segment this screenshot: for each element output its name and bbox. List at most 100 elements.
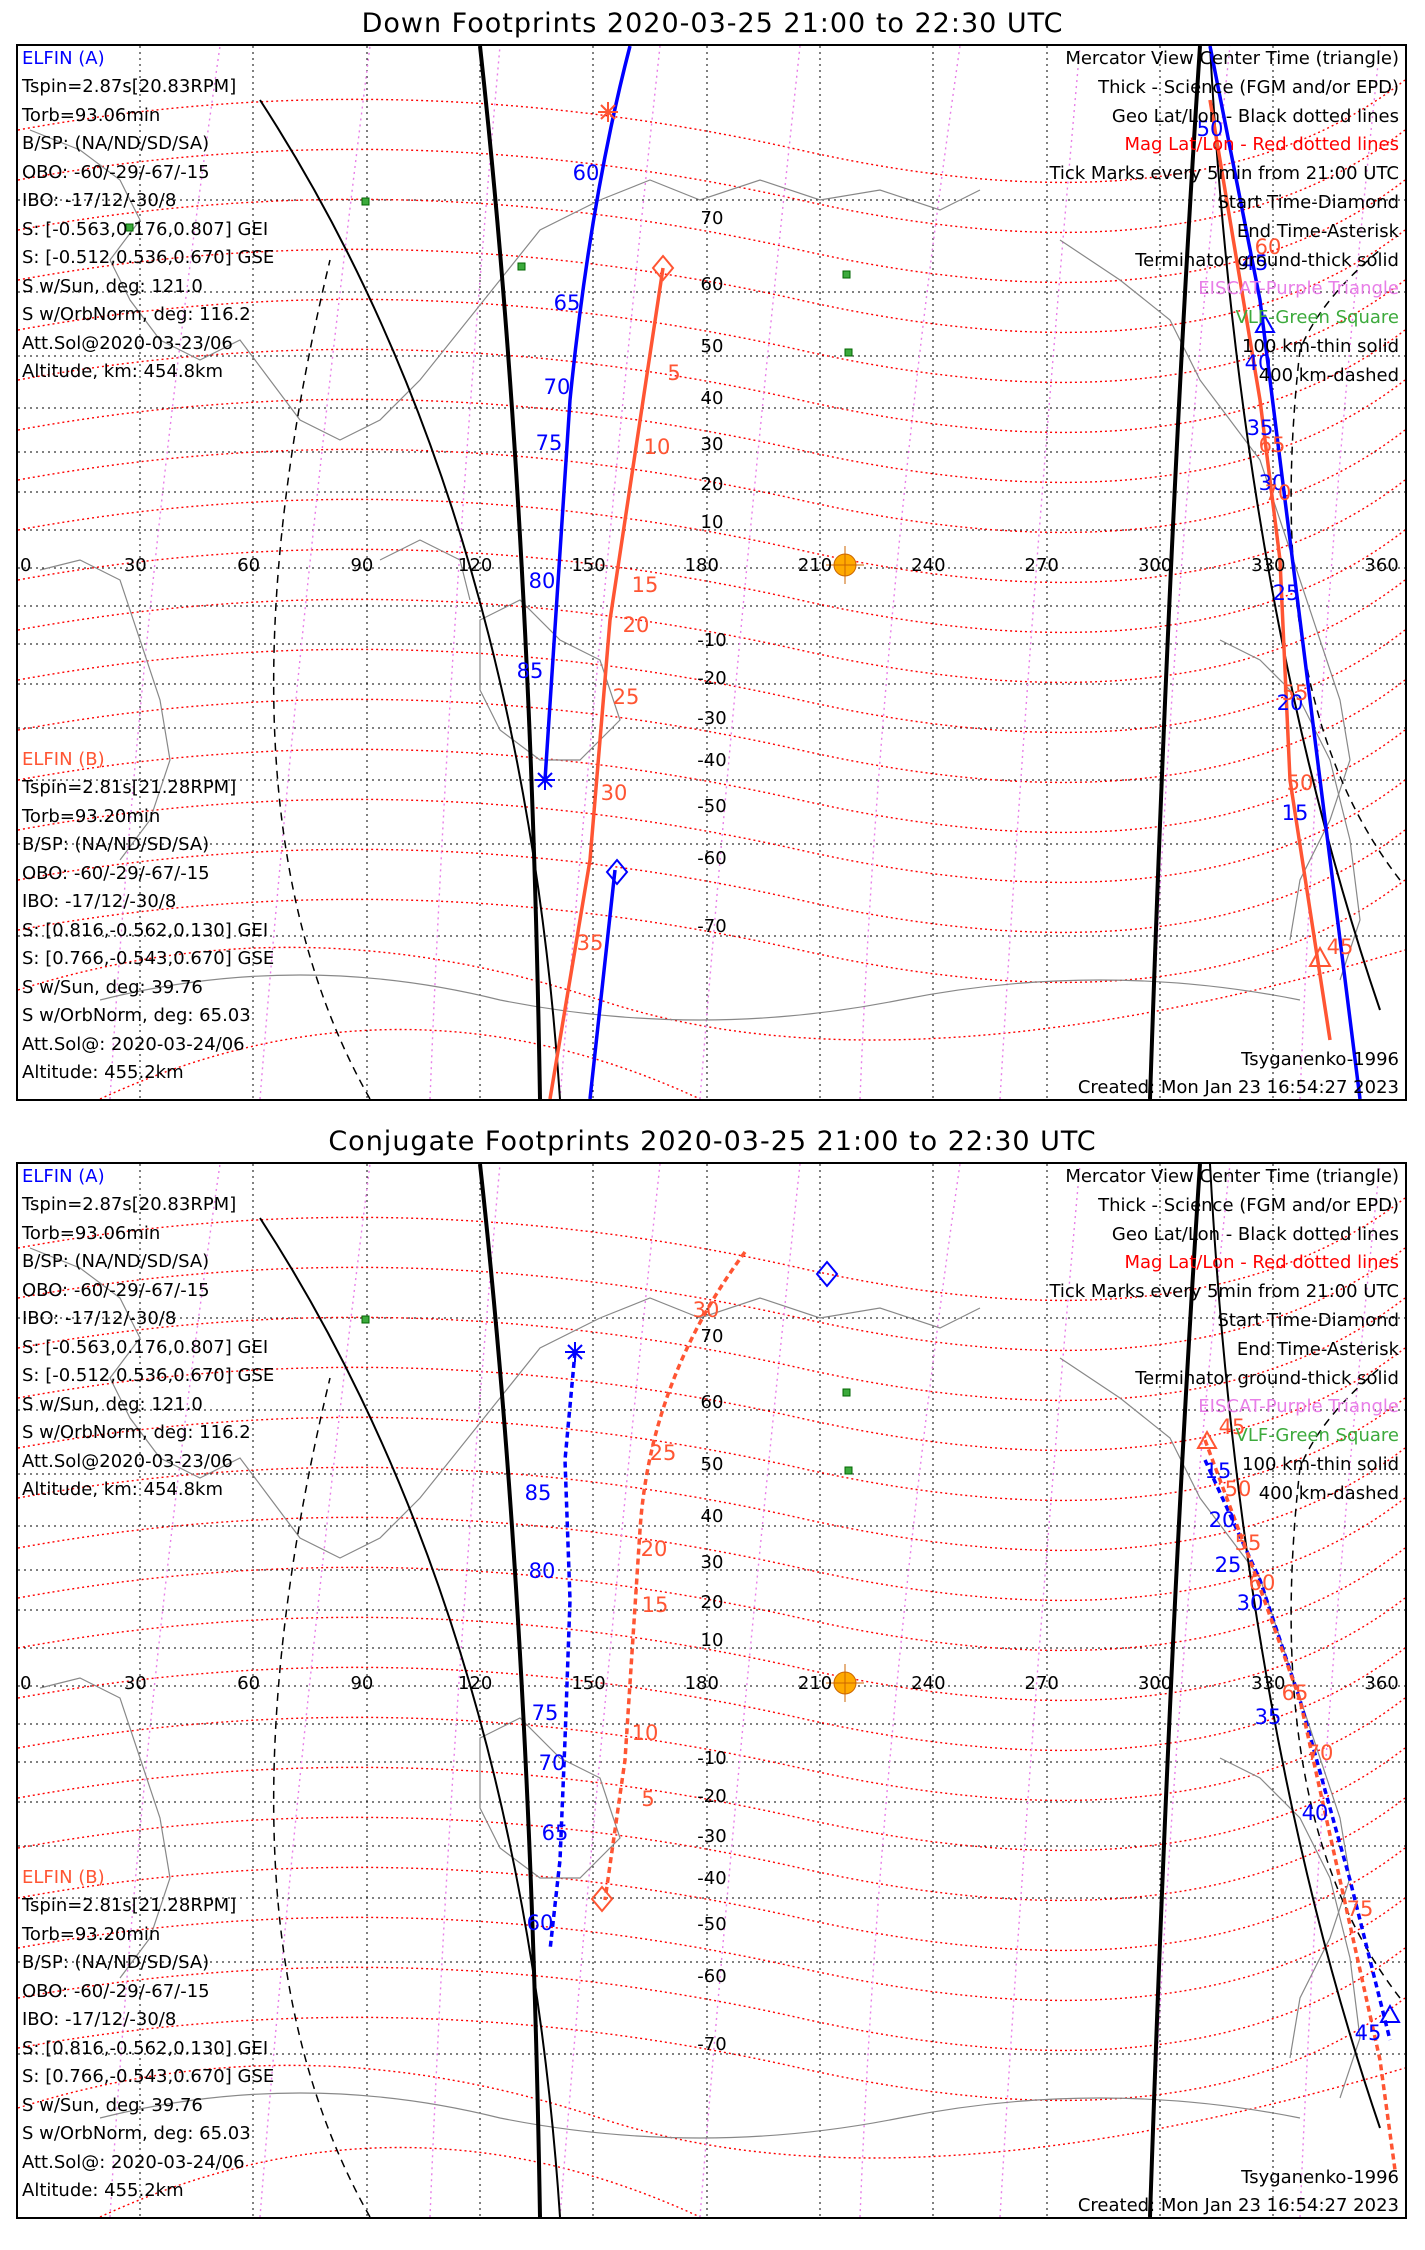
elfin-b-info-line: S w/Sun, deg: 39.76 (22, 976, 203, 998)
lon-tick-label: 330 (1251, 555, 1285, 576)
lon-tick-label: 240 (911, 555, 945, 576)
elfin-b-info-line: OBO: -60/-29/-67/-15 (22, 1980, 210, 2002)
lat-tick-label: -50 (697, 1914, 726, 1935)
panel-2-vlf-squares (361, 1315, 853, 1475)
elfin-a-info-line: S w/Sun, deg: 121.0 (22, 275, 203, 297)
elfin-b-info-line: S w/OrbNorm, deg: 65.03 (22, 2123, 251, 2144)
elfin-b-heading: ELFIN (B) (22, 1867, 105, 1888)
panel-2-elfin-a-track (548, 1351, 1392, 2041)
lat-tick-label: 50 (701, 1454, 724, 1475)
panel-2-frame (16, 1162, 1407, 2219)
vlf-square-icon (844, 1466, 853, 1475)
elfin-b-tick-label: 70 (1307, 1741, 1334, 1765)
elfin-b-tick-label: 15 (642, 1593, 669, 1617)
panel-2-mag-meridians (109, 1164, 1381, 2217)
lat-tick-label: 40 (701, 1506, 724, 1527)
elfin-a-info-line: S w/OrbNorm, deg: 116.2 (22, 304, 251, 325)
elfin-b-tick-label: 50 (1287, 771, 1314, 795)
elfin-a-heading: ELFIN (A) (22, 1166, 105, 1187)
panel-2-markers (565, 1260, 1401, 2023)
elfin-b-tick-label: 10 (644, 435, 671, 459)
a-start-diamond-icon (815, 1260, 839, 1288)
elfin-a-tick-label: 20 (1277, 691, 1304, 715)
model-label: Tsyganenko-1996 (1241, 2167, 1399, 2188)
legend-item: Start Time-Diamond (1217, 192, 1399, 213)
legend-item: 400 km-dashed (1258, 1482, 1399, 1504)
legend-item: VLF-Green Square (1235, 307, 1399, 329)
elfin-b-info-line: B/SP: (NA/ND/SD/SA) (22, 834, 210, 855)
vlf-square-icon (844, 348, 853, 357)
legend-item: Terminator ground-thick solid (1135, 1367, 1399, 1389)
elfin-a-info-line: S: [-0.563,0.176,0.807] GEI (22, 1336, 269, 1358)
elfin-a-info-line: S: [-0.512,0.536,0.670] GSE (22, 247, 275, 268)
panel-2-title: Conjugate Footprints 2020-03-25 21:00 to… (328, 1126, 1097, 1157)
panel-2-map (18, 1164, 1405, 2217)
lat-tick-label: -10 (697, 630, 726, 651)
legend-item: Mag Lat/Lon - Red dotted lines (1124, 1252, 1399, 1274)
panel-1-elfin-a-track (543, 46, 1362, 1099)
elfin-a-info-line: Torb=93.06min (22, 1222, 161, 1244)
elfin-b-tick-label: 70 (1265, 481, 1292, 505)
legend-item: End Time-Asterisk (1236, 220, 1399, 242)
lon-tick-label: 300 (1138, 1673, 1172, 1694)
elfin-a-tick-label: 45 (1355, 2021, 1382, 2045)
legend-item: Terminator ground-thick solid (1135, 249, 1399, 271)
elfin-a-tick-label: 30 (1259, 471, 1286, 495)
panel-2-elfin-b-track (603, 1250, 1397, 2171)
b-start-diamond-icon (590, 1885, 614, 1913)
legend-item: EISCAT-Purple Triangle (1198, 278, 1399, 300)
elfin-a-info-line: B/SP: (NA/ND/SD/SA) (22, 1251, 210, 1272)
elfin-a-tick-label: 25 (1215, 1553, 1242, 1577)
lat-tick-label: -10 (697, 1748, 726, 1769)
panel-1-mag-meridians (109, 46, 1381, 1099)
legend-item: 400 km-dashed (1258, 364, 1399, 386)
elfin-a-tick-label: 35 (1247, 416, 1274, 440)
panel-2-coastlines (29, 1247, 1361, 2139)
lon-tick-label: 180 (685, 1673, 719, 1694)
vlf-square-icon (842, 1388, 851, 1397)
lat-tick-label: -60 (697, 1966, 726, 1987)
legend-item: Thick - Science (FGM and/or EPD) (1098, 1194, 1399, 1216)
elfin-a-tick-label: 20 (1209, 1508, 1236, 1532)
elfin-a-info-line: Tspin=2.87s[20.83RPM] (22, 76, 237, 97)
lat-tick-label: 20 (701, 474, 724, 495)
legend-item: Tick Marks every 5min from 21:00 UTC (1049, 1281, 1399, 1303)
legend-item: EISCAT-Purple Triangle (1198, 1396, 1399, 1418)
elfin-b-info-line: Tspin=2.81s[21.28RPM] (22, 777, 237, 798)
lon-tick-label: 120 (458, 555, 492, 576)
elfin-b-info-line: S w/OrbNorm, deg: 65.03 (22, 1005, 251, 1026)
lon-tick-label: 210 (798, 555, 832, 576)
b-start-diamond-icon (651, 254, 675, 282)
elfin-b-tick-label: 65 (1282, 1681, 1309, 1705)
lon-tick-label: 270 (1025, 1673, 1059, 1694)
elfin-a-info-line: Att.Sol@2020-03-23/06 (22, 1450, 233, 1472)
vlf-square-icon (361, 1315, 370, 1324)
elfin-a-tick-label: 80 (529, 569, 556, 593)
legend-item: End Time-Asterisk (1236, 1338, 1399, 1360)
lat-tick-label: -50 (697, 796, 726, 817)
lat-tick-label: 10 (701, 1630, 724, 1651)
elfin-a-info-line: IBO: -17/12/-30/8 (22, 190, 177, 211)
lon-tick-label: 90 (350, 1673, 373, 1694)
elfin-b-info-line: S: [0.766,-0.543,0.670] GSE (22, 948, 275, 969)
panel-2-terminators (259, 1164, 1401, 2217)
panel-1-elfin-b-track (548, 99, 1332, 1099)
elfin-a-tick-label: 65 (554, 291, 581, 315)
lat-tick-label: -60 (697, 848, 726, 869)
elfin-a-tick-label: 40 (1302, 1801, 1329, 1825)
elfin-b-tick-label: 25 (650, 1441, 677, 1465)
elfin-b-tick-label: 10 (632, 1721, 659, 1745)
legend-item: Mag Lat/Lon - Red dotted lines (1124, 134, 1399, 156)
lon-tick-label: 180 (685, 555, 719, 576)
lon-tick-label: 60 (237, 555, 260, 576)
lat-tick-label: -70 (697, 2034, 726, 2055)
lat-tick-label: 70 (701, 1326, 724, 1347)
elfin-b-tick-label: 15 (632, 573, 659, 597)
lon-tick-label: 270 (1025, 555, 1059, 576)
panel-2-mag-grid (18, 1197, 1405, 2217)
elfin-a-tick-label: 65 (542, 1821, 569, 1845)
model-label: Tsyganenko-1996 (1241, 1049, 1399, 1070)
lat-tick-label: -40 (697, 1868, 726, 1889)
elfin-a-info-line: Altitude, km: 454.8km (22, 1479, 224, 1500)
elfin-b-info-line: S: [0.766,-0.543,0.670] GSE (22, 2066, 275, 2087)
